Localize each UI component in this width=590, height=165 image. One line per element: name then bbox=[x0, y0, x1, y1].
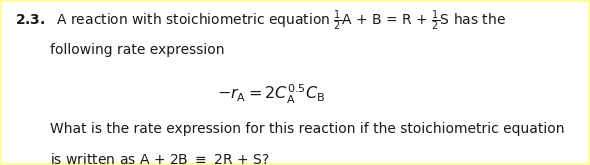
Text: $\mathbf{2.3.}$  A reaction with stoichiometric equation $\mathsf{\frac{1}{2}}$A: $\mathbf{2.3.}$ A reaction with stoichio… bbox=[15, 8, 506, 33]
Text: is written as A + 2B $\equiv$ 2R + S?: is written as A + 2B $\equiv$ 2R + S? bbox=[50, 152, 270, 165]
Text: What is the rate expression for this reaction if the stoichiometric equation: What is the rate expression for this rea… bbox=[50, 122, 565, 136]
Text: $-r_\mathrm{A} = 2C_\mathrm{A}^{0.5}C_\mathrm{B}$: $-r_\mathrm{A} = 2C_\mathrm{A}^{0.5}C_\m… bbox=[217, 82, 326, 106]
Text: following rate expression: following rate expression bbox=[50, 43, 225, 57]
